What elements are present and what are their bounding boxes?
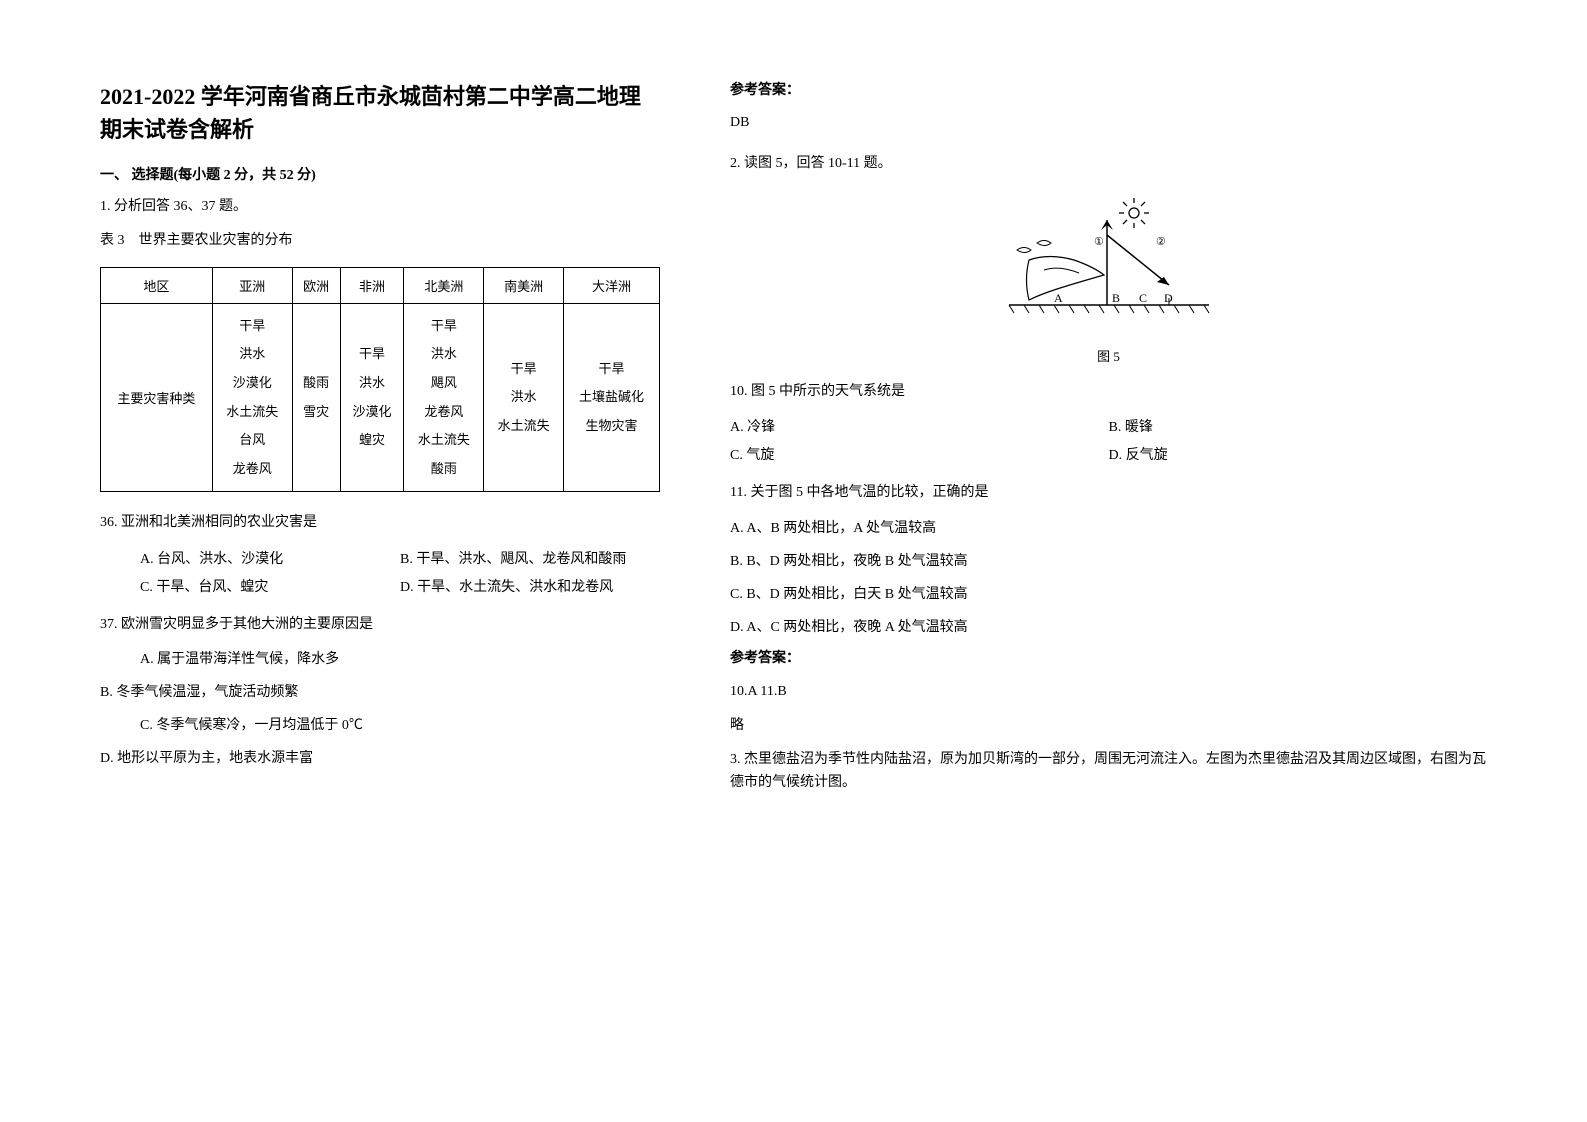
q36-opt-a: A. 台风、洪水、沙漠化 (140, 546, 400, 574)
figure-caption: 图 5 (730, 346, 1487, 365)
q37-opt-d: D. 地形以平原为主，地表水源丰富 (100, 746, 660, 771)
answers-2-note: 略 (730, 715, 1487, 737)
answers-label: 参考答案： (730, 80, 1487, 102)
cell-africa: 干旱洪水沙漠化蝗灾 (340, 303, 404, 492)
q2-intro: 2. 读图 5，回答 10-11 题。 (730, 153, 1487, 175)
th-oceania: 大洋洲 (564, 267, 660, 303)
figure-5: ① ② A B C D 图 5 (730, 195, 1487, 365)
q11-stem: 11. 关于图 5 中各地气温的比较，正确的是 (730, 480, 1487, 505)
label-circle2: ② (1156, 236, 1166, 248)
q37-opt-a: A. 属于温带海洋性气候，降水多 (140, 647, 660, 672)
q36-stem: 36. 亚洲和北美洲相同的农业灾害是 (100, 510, 660, 535)
cell-asia: 干旱洪水沙漠化水土流失台风龙卷风 (212, 303, 292, 492)
q36-opt-d: D. 干旱、水土流失、洪水和龙卷风 (400, 574, 660, 602)
th-asia: 亚洲 (212, 267, 292, 303)
answers-1: DB (730, 112, 1487, 134)
q10-opt-a: A. 冷锋 (730, 414, 1109, 442)
q11-opt-c: C. B、D 两处相比，白天 B 处气温较高 (730, 582, 1487, 607)
th-samerica: 南美洲 (484, 267, 564, 303)
row-label: 主要灾害种类 (101, 303, 213, 492)
answers-2-label: 参考答案： (730, 648, 1487, 670)
answers-2: 10.A 11.B (730, 681, 1487, 703)
q10-opt-b: B. 暖锋 (1109, 414, 1488, 442)
q37-opt-c: C. 冬季气候寒冷，一月均温低于 0℃ (140, 713, 660, 738)
cell-namerica: 干旱洪水飓风龙卷风水土流失酸雨 (404, 303, 484, 492)
th-europe: 欧洲 (292, 267, 340, 303)
table-header-row: 地区 亚洲 欧洲 非洲 北美洲 南美洲 大洋洲 (101, 267, 660, 303)
q10-opt-d: D. 反气旋 (1109, 442, 1488, 470)
label-b: B (1112, 291, 1120, 305)
table-row: 主要灾害种类 干旱洪水沙漠化水土流失台风龙卷风 酸雨雪灾 干旱洪水沙漠化蝗灾 干… (101, 303, 660, 492)
label-c: C (1139, 291, 1147, 305)
q10-opt-c: C. 气旋 (730, 442, 1109, 470)
table-title: 表 3 世界主要农业灾害的分布 (100, 230, 660, 252)
disaster-table: 地区 亚洲 欧洲 非洲 北美洲 南美洲 大洋洲 主要灾害种类 干旱洪水沙漠化水土… (100, 267, 660, 493)
cell-samerica: 干旱洪水水土流失 (484, 303, 564, 492)
th-namerica: 北美洲 (404, 267, 484, 303)
th-africa: 非洲 (340, 267, 404, 303)
q37-stem: 37. 欧洲雪灾明显多于其他大洲的主要原因是 (100, 612, 660, 637)
q37-opt-b: B. 冬季气候温湿，气旋活动频繁 (100, 680, 660, 705)
cell-oceania: 干旱土壤盐碱化生物灾害 (564, 303, 660, 492)
q10-stem: 10. 图 5 中所示的天气系统是 (730, 379, 1487, 404)
label-a: A (1054, 291, 1063, 305)
q11-opt-a: A. A、B 两处相比，A 处气温较高 (730, 516, 1487, 541)
q36-opt-b: B. 干旱、洪水、飓风、龙卷风和酸雨 (400, 546, 660, 574)
q3-intro: 3. 杰里德盐沼为季节性内陆盐沼，原为加贝斯湾的一部分，周围无河流注入。左图为杰… (730, 749, 1487, 794)
sun-icon (1119, 198, 1149, 228)
q11-opt-b: B. B、D 两处相比，夜晚 B 处气温较高 (730, 549, 1487, 574)
doc-title: 2021-2022 学年河南省商丘市永城茴村第二中学高二地理期末试卷含解析 (100, 80, 660, 146)
weather-diagram-svg: ① ② A B C D (999, 195, 1219, 335)
cell-europe: 酸雨雪灾 (292, 303, 340, 492)
label-circle1: ① (1094, 236, 1104, 248)
th-region: 地区 (101, 267, 213, 303)
q1-intro: 1. 分析回答 36、37 题。 (100, 196, 660, 218)
q11-opt-d: D. A、C 两处相比，夜晚 A 处气温较高 (730, 615, 1487, 640)
q36-opt-c: C. 干旱、台风、蝗灾 (140, 574, 400, 602)
section-heading: 一、 选择题(每小题 2 分，共 52 分) (100, 164, 660, 184)
